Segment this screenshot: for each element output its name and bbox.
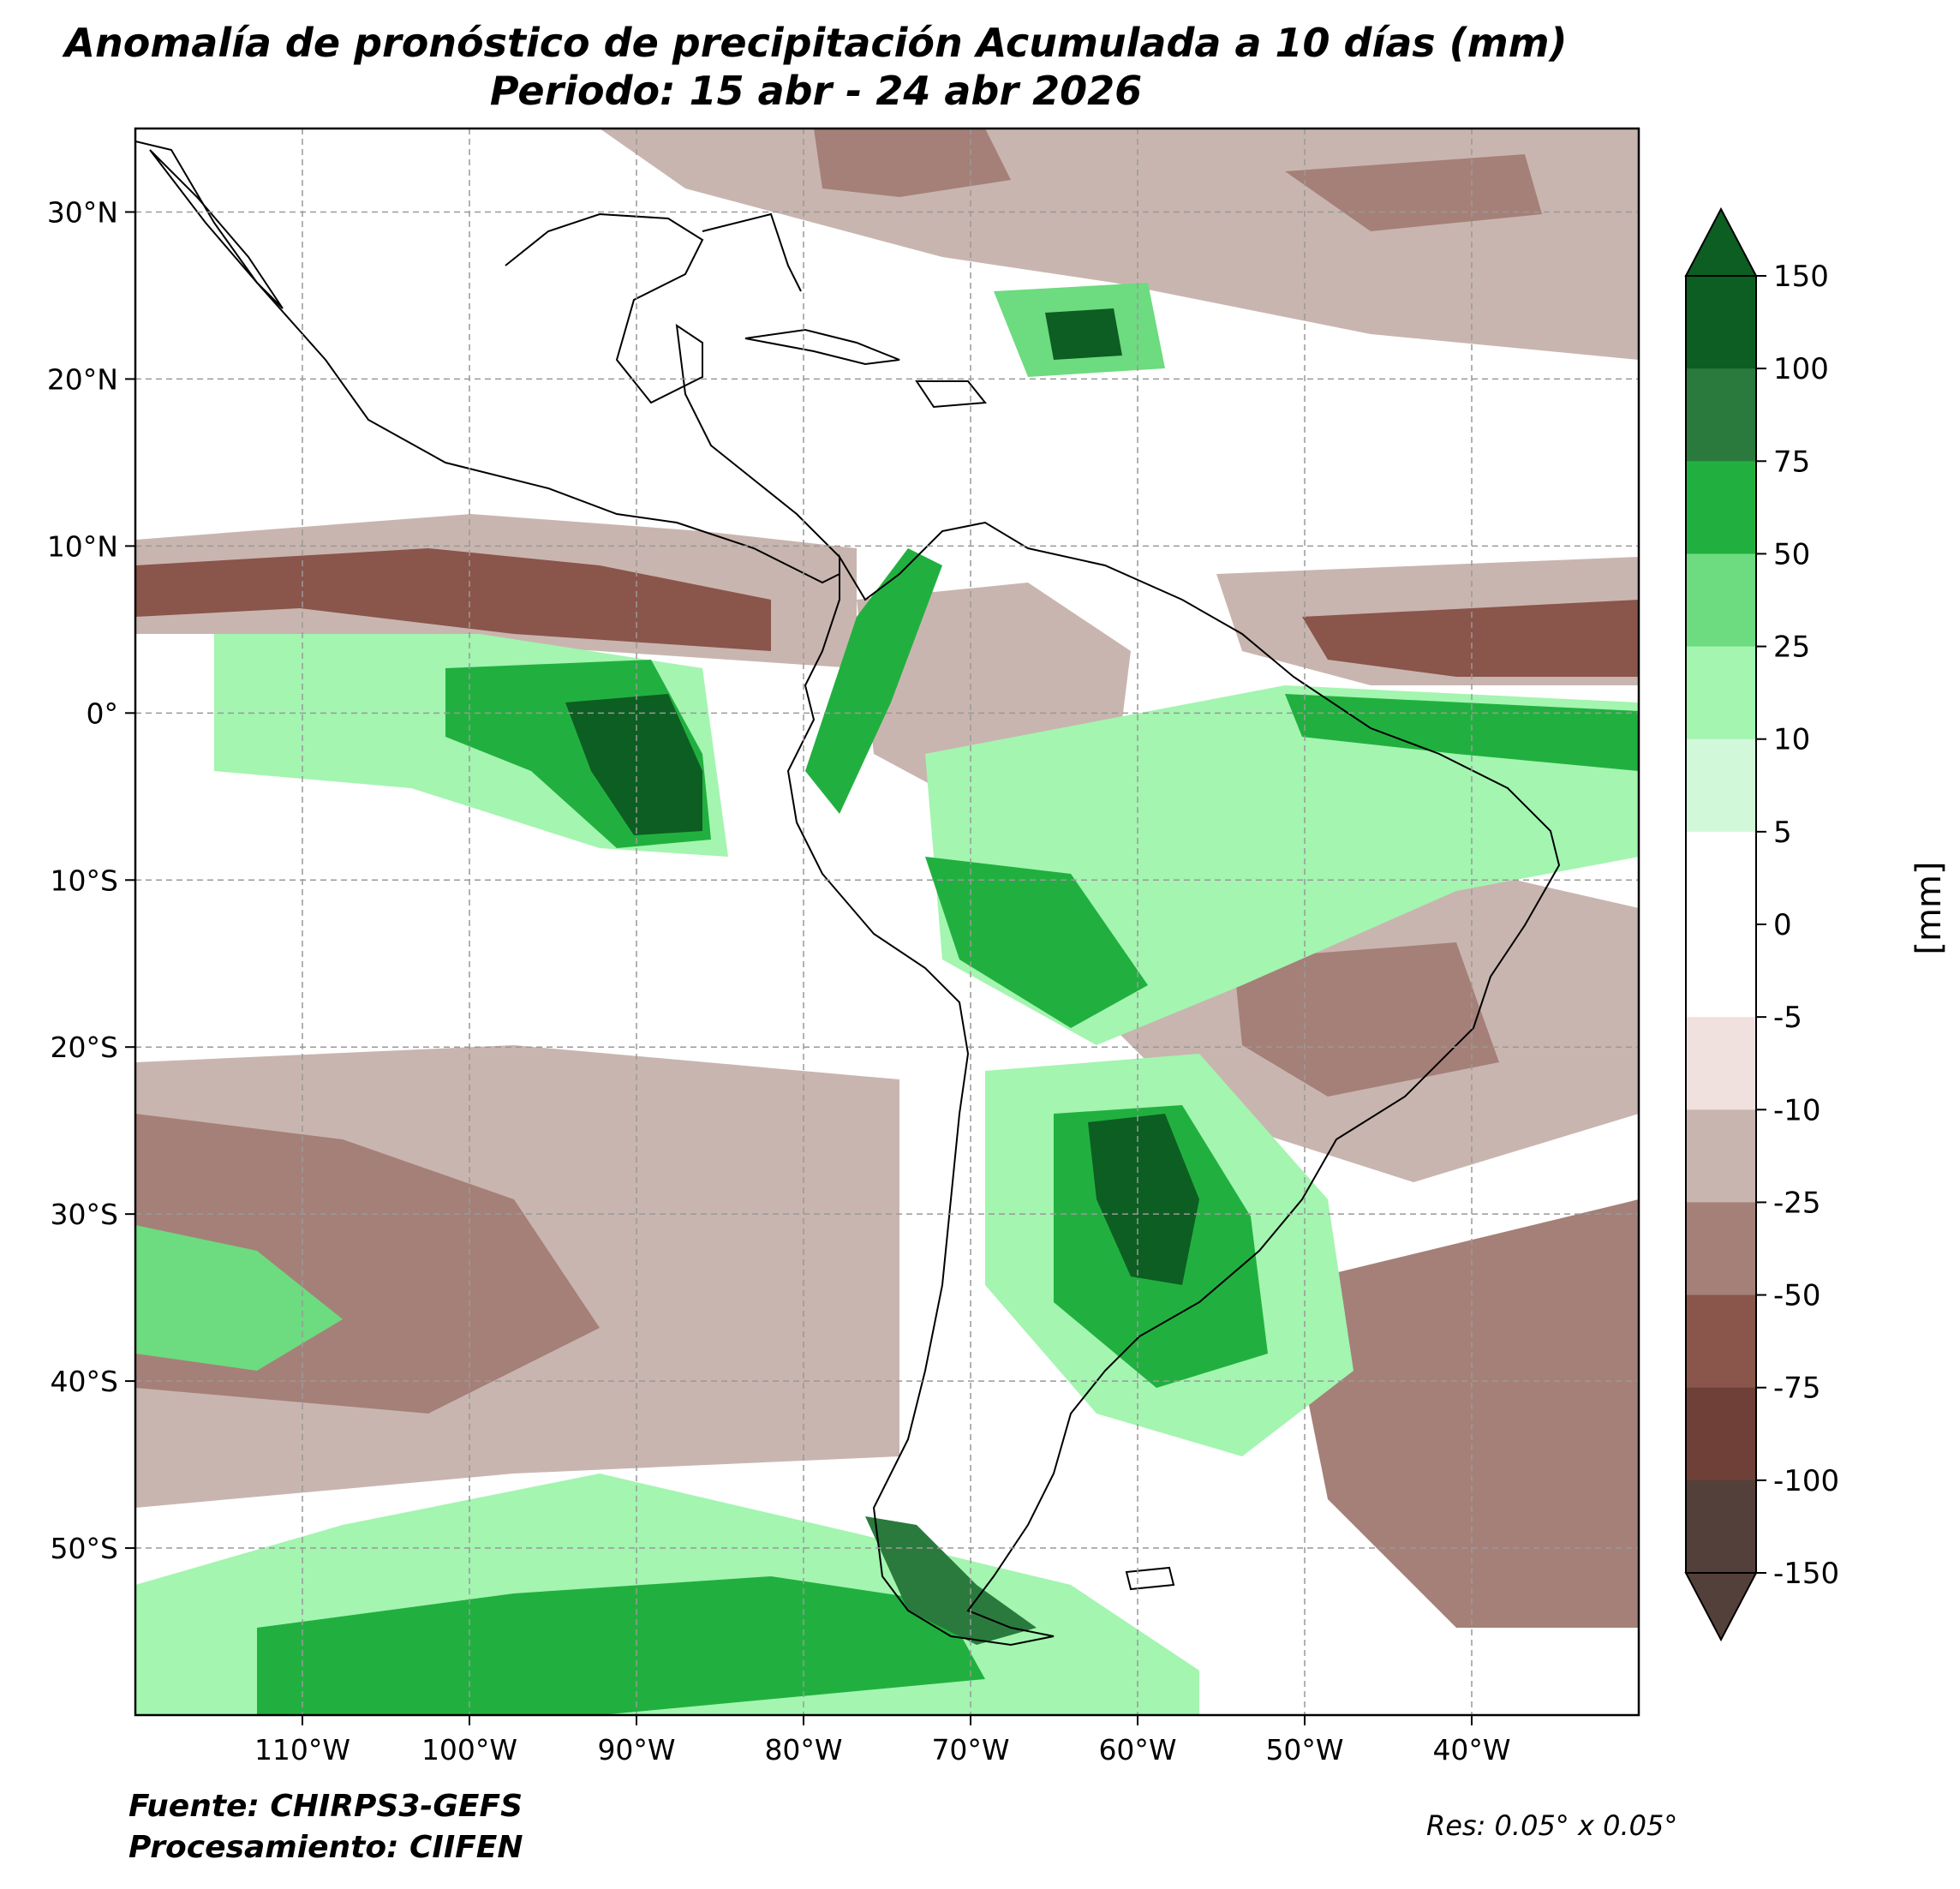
colorbar-tick-label: 150 — [1773, 260, 1829, 294]
colorbar-segment — [1686, 461, 1756, 554]
lat-tick-label: 20°N — [47, 362, 118, 396]
coastline-mexico-central-america — [135, 140, 840, 584]
colorbar-tick-label: 25 — [1773, 631, 1810, 665]
colorbar-tick-label: 50 — [1773, 537, 1810, 571]
lon-tick-label: 110°W — [254, 1733, 350, 1766]
colorbar-segment — [1686, 1294, 1756, 1389]
lon-tick-label: 100°W — [421, 1733, 517, 1766]
colorbar-segment — [1686, 1109, 1756, 1203]
lon-tick-label: 70°W — [931, 1733, 1009, 1766]
wet-zone-la-plata-peak — [1088, 1114, 1199, 1285]
colorbar-segment — [1686, 646, 1756, 740]
title-line-2: Periodo: 15 abr - 24 abr 2026 — [489, 68, 1143, 114]
colorbar-segment — [1686, 1017, 1756, 1110]
lat-tick-label: 0° — [87, 696, 119, 730]
dry-band-itcz-west-core — [135, 548, 771, 651]
colorbar-over-arrow — [1684, 206, 1758, 277]
colorbar-tick-label: 100 — [1773, 352, 1829, 386]
lat-tick-label: 20°S — [51, 1031, 118, 1064]
lat-tick-label: 30°S — [51, 1198, 118, 1231]
lon-tick-label: 80°W — [764, 1733, 842, 1766]
coastline-baja — [149, 149, 284, 309]
colorbar-segment — [1686, 553, 1756, 648]
resolution-label: Res: 0.05° x 0.05° — [1426, 1809, 1678, 1842]
colorbar-segment — [1686, 1480, 1756, 1574]
coastline-south-america — [786, 521, 1561, 1647]
title-line-1: Anomalía de pronóstico de precipitación … — [64, 20, 1568, 66]
latitude-tick-labels: 30°N 20°N 10°N 0° 10°S 20°S 30°S 40°S 50°S — [47, 195, 118, 1565]
coastlines — [135, 140, 1561, 1647]
lon-tick-label: 50°W — [1265, 1733, 1343, 1766]
colorbar-tick-label: 75 — [1773, 445, 1810, 479]
dry-zone-brazil-core — [1234, 942, 1499, 1097]
anomaly-fields — [135, 129, 1639, 1715]
chart-title: Anomalía de pronóstico de precipitación … — [0, 19, 1632, 115]
colorbar-tick-label: 0 — [1773, 908, 1792, 942]
lat-tick-label: 10°N — [47, 529, 118, 563]
lon-tick-label: 40°W — [1432, 1733, 1510, 1766]
colorbar-segment — [1686, 831, 1756, 925]
coastline-gulf-of-mexico — [505, 212, 840, 558]
coastline-hispaniola — [915, 380, 987, 409]
colorbar-segment — [1686, 738, 1756, 833]
colorbar-tick-label: -100 — [1773, 1464, 1839, 1498]
colorbar-label: [mm] — [1909, 861, 1949, 954]
dry-zone-south-atlantic — [1285, 1199, 1639, 1628]
colorbar-segment — [1686, 276, 1756, 369]
dry-zone-gulf — [814, 129, 1011, 197]
colorbar-tick-label: -5 — [1773, 1001, 1802, 1035]
coastline-cuba — [744, 328, 900, 366]
colorbar-under-arrow — [1684, 1572, 1758, 1642]
coastline-florida — [702, 212, 802, 292]
longitude-tick-labels: 110°W 100°W 90°W 80°W 70°W 60°W 50°W 40°W — [254, 1733, 1511, 1766]
wet-zone-east-pacific-peak — [565, 694, 702, 835]
source-label: Fuente: CHIRPS3-GEFS — [128, 1789, 523, 1824]
lon-tick-label: 90°W — [597, 1733, 675, 1766]
colorbar-segment — [1686, 924, 1756, 1018]
wet-zone-southwest-pacific — [135, 1225, 343, 1371]
lon-tick-label: 60°W — [1098, 1733, 1176, 1766]
processing-label: Procesamiento: CIIFEN — [128, 1830, 523, 1865]
colorbar-tick-label: -150 — [1773, 1557, 1839, 1591]
gridlines — [135, 129, 1639, 1715]
map-area — [135, 129, 1639, 1715]
colorbar-tick-label: -50 — [1773, 1279, 1821, 1313]
colorbar-tick-label: 5 — [1773, 816, 1792, 850]
map-frame — [134, 127, 1640, 1717]
colorbar-tick-label: 10 — [1773, 723, 1810, 757]
lat-tick-label: 40°S — [51, 1365, 118, 1398]
colorbar-tick-label: -10 — [1773, 1093, 1821, 1127]
colorbar-segment — [1686, 1387, 1756, 1481]
coastline-falklands — [1125, 1566, 1175, 1591]
dry-band-atlantic-core — [1302, 600, 1639, 677]
colorbar-tick-label: -25 — [1773, 1186, 1821, 1220]
wet-zone-amazon-core — [925, 857, 1148, 1028]
lat-tick-label: 30°N — [47, 195, 118, 229]
colorbar-segment — [1686, 1202, 1756, 1296]
wet-zone-caribbean-core — [1045, 308, 1122, 360]
colorbar-tick-label: -75 — [1773, 1372, 1821, 1406]
wet-zone-andes-north — [805, 548, 942, 814]
colorbar-segment — [1686, 368, 1756, 462]
lat-tick-label: 10°S — [51, 864, 118, 897]
lat-tick-label: 50°S — [51, 1532, 118, 1565]
